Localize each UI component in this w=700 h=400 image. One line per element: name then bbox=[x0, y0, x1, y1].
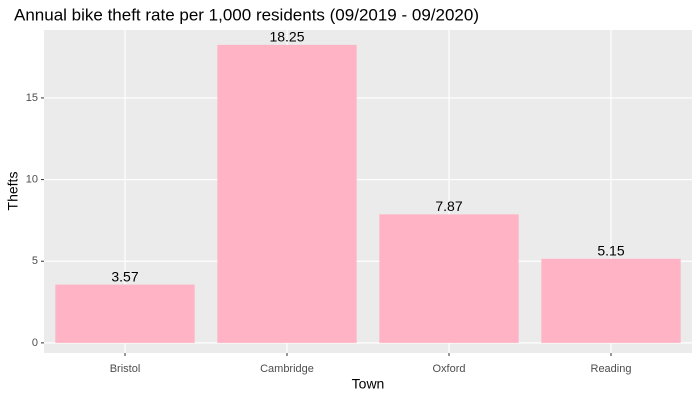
y-tick-label: 10 bbox=[26, 173, 38, 185]
value-label: 7.87 bbox=[435, 198, 462, 214]
y-axis-title: Thefts bbox=[5, 172, 21, 211]
y-tick-label: 15 bbox=[26, 92, 38, 104]
bar bbox=[541, 258, 681, 343]
y-tick-label: 5 bbox=[32, 255, 38, 267]
x-axis-title: Town bbox=[352, 376, 385, 392]
y-tick-label: 0 bbox=[32, 337, 38, 349]
chart-title: Annual bike theft rate per 1,000 residen… bbox=[14, 5, 479, 24]
x-tick-label: Bristol bbox=[110, 363, 141, 375]
value-label: 3.57 bbox=[111, 268, 138, 284]
value-label: 5.15 bbox=[597, 242, 624, 258]
bar bbox=[55, 284, 195, 343]
value-label: 18.25 bbox=[269, 29, 304, 45]
bar bbox=[217, 44, 357, 343]
x-tick-label: Reading bbox=[591, 363, 632, 375]
x-tick-label: Cambridge bbox=[260, 363, 314, 375]
bar bbox=[379, 214, 519, 343]
x-tick-label: Oxford bbox=[432, 363, 465, 375]
